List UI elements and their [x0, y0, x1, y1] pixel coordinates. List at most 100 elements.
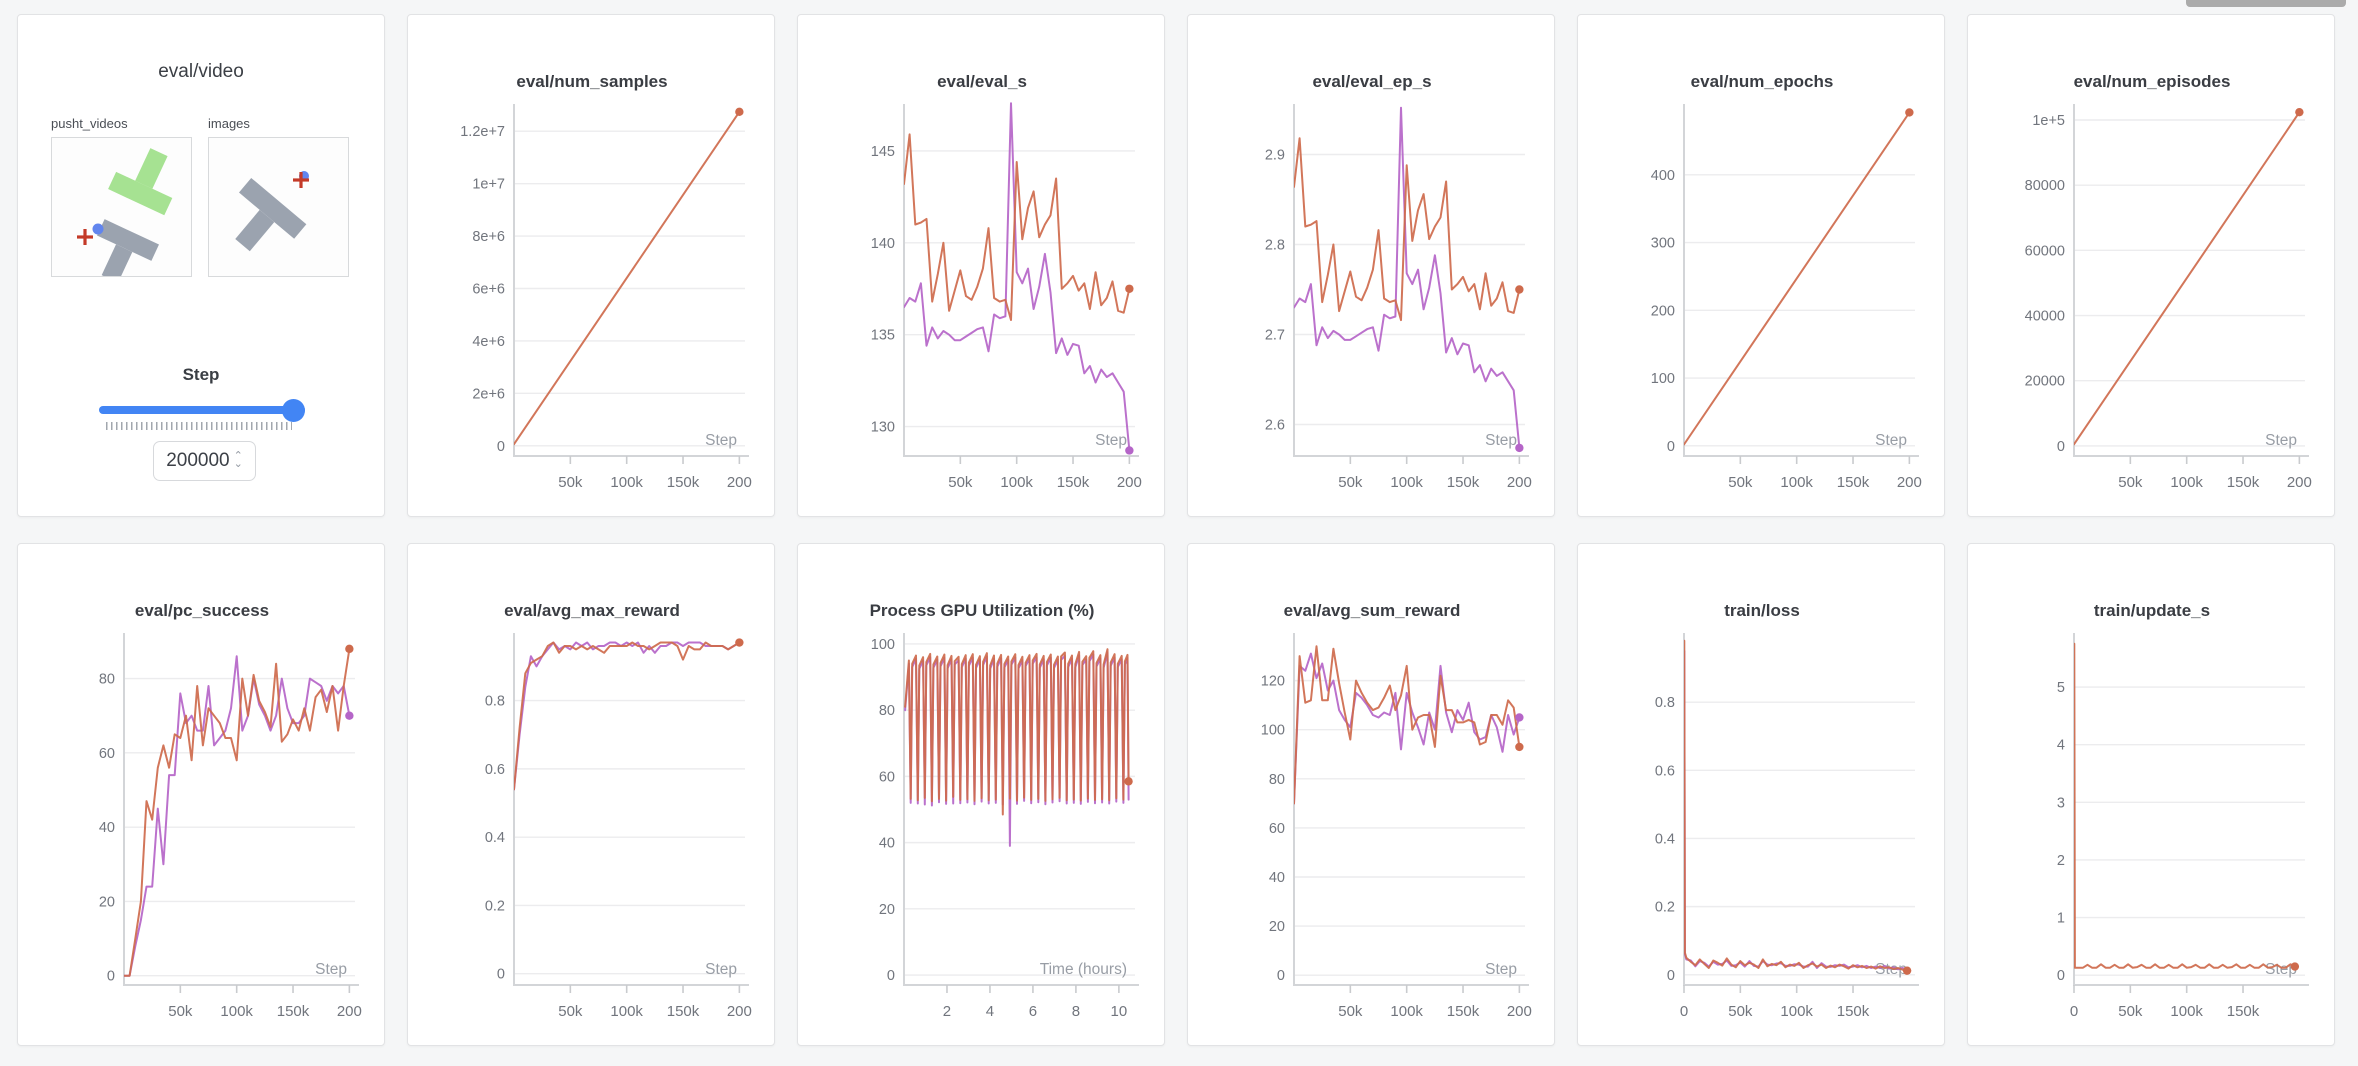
step-slider-ruler	[106, 422, 292, 430]
panel-eval-avg-sum-reward[interactable]: eval/avg_sum_reward 0 20 40 60 80 100 120 50k 100…	[1187, 543, 1555, 1046]
panel-train-loss[interactable]: train/loss 0 0.2 0.4 0.6 0.8 0 50k 100k 150k Step	[1577, 543, 1945, 1046]
y-axis-tick-label: 130	[871, 420, 895, 436]
x-axis-tick-label: 100k	[610, 474, 643, 491]
panel-eval-pc-success[interactable]: eval/pc_success 0 20 40 60 80 50k 100k 150k 200 St…	[17, 543, 385, 1046]
x-axis-tick-label: 150k	[1447, 474, 1480, 491]
x-axis-tick-label: 50k	[2118, 1003, 2143, 1020]
y-axis-tick-label: 60	[1269, 821, 1285, 837]
y-axis-tick-label: 0	[497, 967, 505, 983]
y-axis-tick-label: 400	[1651, 168, 1675, 184]
series-line-orange	[2074, 111, 2301, 446]
y-axis-tick-label: 140	[871, 236, 895, 252]
y-axis-tick-label: 1.2e+7	[460, 124, 505, 140]
x-axis-tick-label: 150k	[1837, 1003, 1870, 1020]
chart-title: eval/eval_s	[937, 72, 1027, 91]
x-axis-title: Step	[1875, 432, 1907, 449]
x-axis-tick-label: 150k	[1837, 474, 1870, 491]
series-line-orange	[904, 133, 1131, 321]
y-axis-tick-label: 0.2	[485, 898, 505, 914]
y-axis-tick-label: 40000	[2025, 309, 2065, 325]
x-axis-tick-label: 100k	[1000, 474, 1033, 491]
panel-eval-num-episodes[interactable]: eval/num_episodes 0 20000 40000 60000 80000 1e…	[1967, 14, 2335, 517]
chart-title: eval/pc_success	[135, 601, 269, 620]
chart-canvas: eval/eval_s 130 135 140 145 50k 100k 150k 200 Ste…	[871, 72, 1142, 491]
series-line-purple	[1294, 106, 1521, 449]
x-axis-tick-label: 50k	[2118, 474, 2143, 491]
series-end-dot-orange	[2290, 962, 2300, 971]
step-number-input[interactable]: 200000 ⌃ ⌄	[153, 441, 256, 481]
y-axis-tick-label: 145	[871, 144, 895, 160]
agent-dot	[92, 223, 104, 235]
y-axis-tick-label: 0.2	[1655, 900, 1675, 916]
panel-eval-num-epochs[interactable]: eval/num_epochs 0 100 200 300 400 50k 100k 150k 2…	[1577, 14, 1945, 517]
series-line-orange	[1684, 111, 1911, 446]
pusht-scene-image	[77, 148, 173, 283]
x-axis-title: Step	[705, 961, 737, 978]
x-axis-title: Time (hours)	[1040, 961, 1127, 978]
x-axis-tick-label: 200	[1897, 474, 1922, 491]
x-axis-tick-label: 50k	[1728, 474, 1753, 491]
y-axis-tick-label: 0	[497, 439, 505, 455]
step-slider-track[interactable]	[99, 406, 305, 414]
x-axis-title: Step	[1485, 432, 1517, 449]
chart-canvas: Process GPU Utilization (%) 0 20 40 60 80 100 2…	[870, 601, 1139, 1020]
thumbnail-label-pusht-videos: pusht_videos	[51, 116, 128, 131]
x-axis-tick-label: 50k	[1728, 1003, 1753, 1020]
y-axis-tick-label: 40	[879, 836, 895, 852]
series-end-dot-orange	[2295, 107, 2304, 117]
y-axis-tick-label: 5	[2057, 680, 2065, 696]
series-line-purple	[1684, 650, 1909, 971]
chart-title: eval/avg_max_reward	[504, 601, 680, 620]
x-axis-tick-label: 50k	[1338, 474, 1363, 491]
series-end-dot-orange	[1125, 284, 1134, 293]
chart-canvas: train/loss 0 0.2 0.4 0.6 0.8 0 50k 100k 150k Step	[1655, 601, 1919, 1020]
series-end-dot-orange	[345, 644, 354, 654]
y-axis-tick-label: 20	[99, 894, 115, 910]
images-thumbnail[interactable]	[208, 137, 349, 277]
series-line-orange	[1294, 645, 1521, 805]
goal-cross	[77, 229, 93, 245]
y-axis-tick-label: 80	[1269, 772, 1285, 788]
y-axis-tick-label: 200	[1651, 303, 1675, 319]
series-line-orange	[514, 641, 741, 791]
series-end-dot-orange	[1905, 108, 1914, 117]
panel-eval-num-samples[interactable]: eval/num_samples 0 2e+6 4e+6 6e+6 8e+6 1e+7 1.2…	[407, 14, 775, 517]
x-axis-tick-label: 100k	[1780, 1003, 1813, 1020]
chart-title: train/loss	[1724, 601, 1800, 620]
x-axis-tick-label: 150k	[667, 474, 700, 491]
horizontal-scrollbar-thumb[interactable]	[2186, 0, 2346, 7]
y-axis-tick-label: 0.8	[1655, 695, 1675, 711]
y-axis-tick-label: 4e+6	[472, 334, 505, 350]
y-axis-tick-label: 2	[2057, 853, 2065, 869]
y-axis-tick-label: 2.7	[1265, 328, 1285, 344]
y-axis-tick-label: 80	[99, 672, 115, 688]
y-axis-tick-label: 0	[1667, 439, 1675, 455]
chart-canvas: eval/num_epochs 0 100 200 300 400 50k 100k 150k 2…	[1651, 72, 1922, 491]
x-axis-tick-label: 200	[727, 1003, 752, 1020]
panel-eval-eval-ep-s[interactable]: eval/eval_ep_s 2.6 2.7 2.8 2.9 50k 100k 150k 200…	[1187, 14, 1555, 517]
panel-eval-video[interactable]: eval/video pusht_videos images	[17, 14, 385, 517]
x-axis-tick-label: 0	[2070, 1003, 2078, 1020]
x-axis-tick-label: 150k	[1447, 1003, 1480, 1020]
x-axis-tick-label: 50k	[558, 474, 583, 491]
x-axis-tick-label: 50k	[168, 1003, 193, 1020]
pusht-video-thumbnail[interactable]	[51, 137, 192, 283]
panel-process-gpu-utilization-[interactable]: Process GPU Utilization (%) 0 20 40 60 80 100 2…	[797, 543, 1165, 1046]
x-axis-tick-label: 150k	[277, 1003, 310, 1020]
x-axis-title: Step	[705, 432, 737, 449]
step-slider-thumb[interactable]	[282, 399, 305, 422]
panel-eval-avg-max-reward[interactable]: eval/avg_max_reward 0 0.2 0.4 0.6 0.8 50k 100k 1…	[407, 543, 775, 1046]
stepper-arrows-icon[interactable]: ⌃ ⌄	[233, 450, 243, 470]
panel-train-update-s[interactable]: train/update_s 0 1 2 3 4 5 0 50k 100k 150k Step	[1967, 543, 2335, 1046]
x-axis-title: Step	[1095, 432, 1127, 449]
chart-title: eval/num_episodes	[2074, 72, 2231, 91]
series-line-purple	[904, 102, 1131, 452]
chart-title: Process GPU Utilization (%)	[870, 601, 1095, 620]
chart-title: eval/num_samples	[516, 72, 667, 91]
x-axis-tick-label: 50k	[558, 1003, 583, 1020]
panel-eval-eval-s[interactable]: eval/eval_s 130 135 140 145 50k 100k 150k 200 Ste…	[797, 14, 1165, 517]
y-axis-tick-label: 2.6	[1265, 418, 1285, 434]
series-line-orange	[1294, 137, 1521, 322]
x-axis-tick-label: 100k	[220, 1003, 253, 1020]
